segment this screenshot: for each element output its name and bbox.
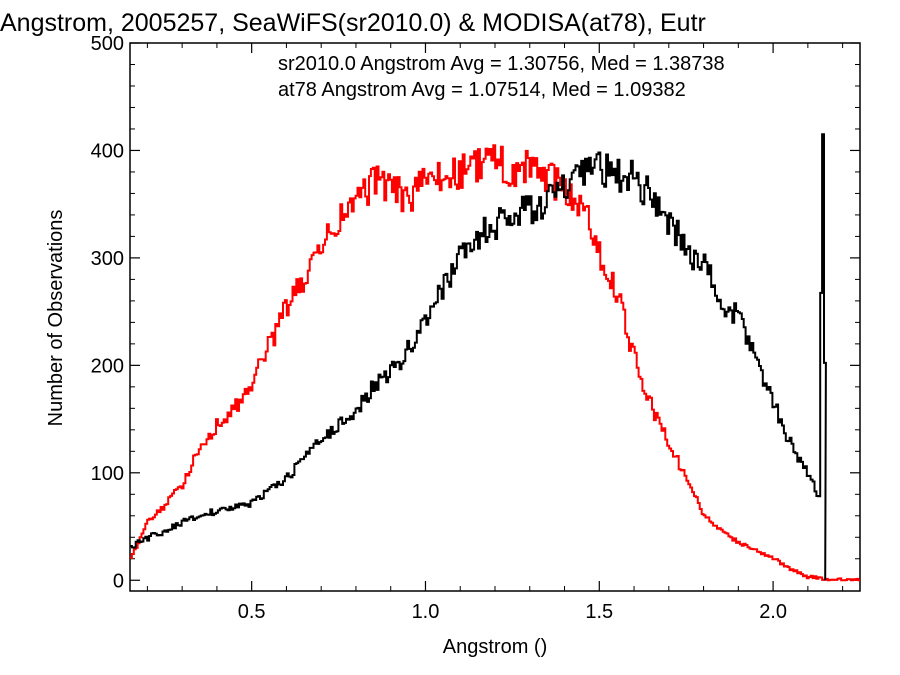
tick-labels: 0.5 1.0 1.5 2.0 0 100 200 300 400 500 bbox=[91, 33, 787, 623]
series-sr2010-line bbox=[130, 133, 827, 581]
x-tick-label: 2.0 bbox=[759, 601, 787, 623]
plot-area-border bbox=[129, 42, 861, 592]
stats-annotation-sr2010: sr2010.0 Angstrom Avg = 1.30756, Med = 1… bbox=[278, 53, 725, 75]
series-at78-line bbox=[130, 144, 860, 582]
series-layer bbox=[130, 133, 860, 582]
x-tick-label: 1.5 bbox=[585, 601, 613, 623]
stats-annotation-at78: at78 Angstrom Avg = 1.07514, Med = 1.093… bbox=[278, 79, 686, 101]
y-tick-label: 500 bbox=[91, 33, 124, 55]
plot-frame bbox=[129, 42, 861, 592]
chart-title: Angstrom, 2005257, SeaWiFS(sr2010.0) & M… bbox=[0, 9, 706, 37]
y-tick-label: 400 bbox=[91, 140, 124, 162]
x-tick-label: 1.0 bbox=[412, 601, 440, 623]
y-tick-label: 0 bbox=[113, 570, 124, 592]
axis-ticks bbox=[130, 42, 860, 591]
x-tick-label: 0.5 bbox=[238, 601, 266, 623]
y-axis-label: Number of Observations bbox=[45, 210, 67, 427]
y-tick-label: 300 bbox=[91, 248, 124, 270]
x-axis-label: Angstrom () bbox=[443, 636, 547, 658]
y-tick-label: 200 bbox=[91, 355, 124, 377]
y-tick-label: 100 bbox=[91, 463, 124, 485]
